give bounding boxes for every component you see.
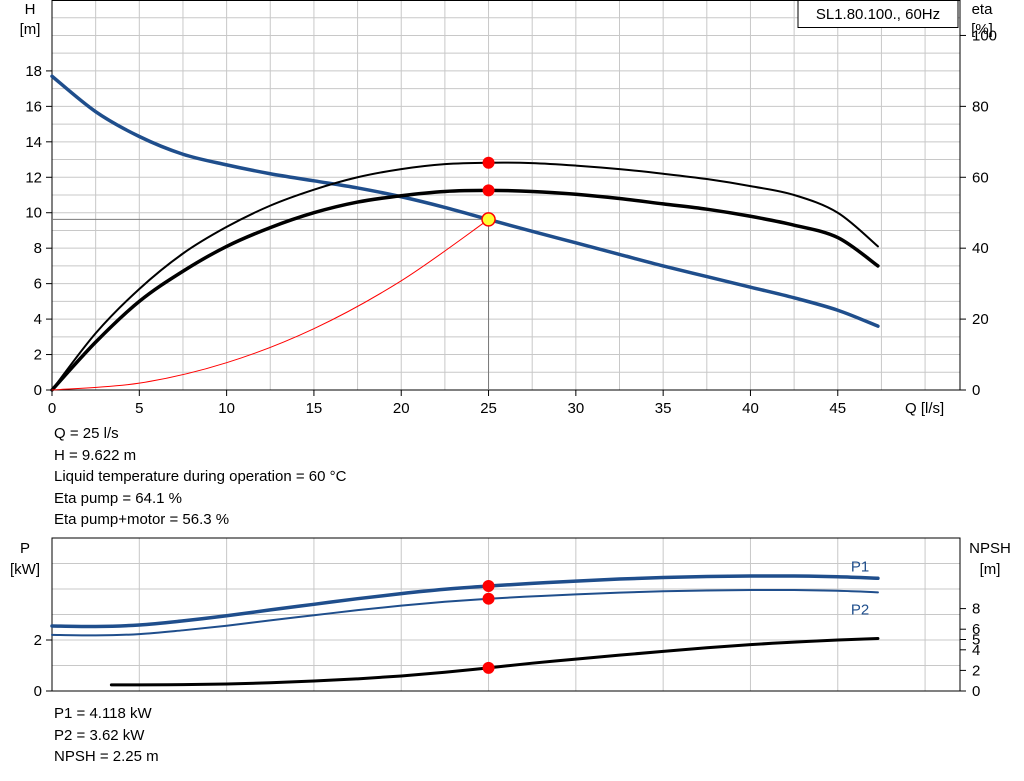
y-tick-label: 12 [25,169,42,186]
p2-curve [51,588,879,637]
y2-tick-label: 60 [972,169,989,186]
y-tick-label: 4 [34,311,42,328]
x-tick-label: 15 [306,400,323,417]
head-efficiency-chart: 0 5 10 15 20 25 30 35 40 45 0 2 4 6 8 10 12 14 16 18 0 20 40 60… [20,0,997,417]
eta-pump-motor-curve [50,188,880,392]
y2-tick-label: 20 [972,311,989,328]
y2-tick-label: 0 [972,382,980,399]
y2-tick-label: 4 [972,642,980,659]
series-label-p1: P1 [851,558,869,575]
y-tick-label: 0 [34,683,42,700]
eta-pump-curve [51,161,879,391]
chart-title-box [797,0,959,28]
system-curve [51,218,490,391]
y2-tick-label: 6 [972,621,980,638]
duty-point-marker [481,212,496,227]
p1-curve [50,574,880,629]
y-tick-label: 16 [25,98,42,115]
x-axis-label: Q [l/s] [905,400,944,417]
npsh-point-marker [482,661,495,674]
y2-tick-label: 8 [972,601,980,618]
y-axis-unit: [kW] [10,561,40,578]
operating-point-info: Q = 25 l/s H = 9.622 m Liquid temperatur… [54,423,346,531]
info-p2: P2 = 3.62 kW [54,726,145,744]
plot-frame [51,537,961,692]
head-curve [50,74,880,328]
y2-tick-label: 80 [972,98,989,115]
y-tick-label: 0 [34,382,42,399]
info-head: H = 9.622 m [54,446,137,464]
y-tick-label: 18 [25,63,42,80]
y-tick-label: 2 [34,347,42,364]
power-npsh-chart: 0 2 0 2 456 8 P [kW] NPSH [m] P1 P2 [10,537,1011,700]
y2-axis-unit: [%] [971,21,993,38]
y2-axis-unit: [m] [980,561,1001,578]
y2-tick-label: 40 [972,240,989,257]
plot-frame [51,0,961,391]
info-flow: Q = 25 l/s [54,425,119,442]
y-axis-label: H [25,1,36,18]
info-liquid-temperature: Liquid temperature during operation = 60… [54,468,347,485]
y2-tick-label: 0 [972,683,980,700]
info-eta-pump-motor: Eta pump+motor = 56.3 % [54,511,230,528]
y2-tick-label: 100 [972,27,997,44]
info-eta-pump: Eta pump = 64.1 % [54,489,182,507]
y2-tick-label: 2 [972,662,980,679]
x-tick-label: 20 [393,400,410,417]
x-tick-label: 0 [48,400,56,417]
y-axis-label: P [20,540,30,557]
info-npsh: NPSH = 2.25 m [54,748,159,765]
p2-point-marker [482,592,495,605]
info-p1: P1 = 4.118 kW [54,705,152,722]
y-axis-unit: [m] [20,21,41,38]
series-label-p2: P2 [851,601,869,618]
y-tick-label: 10 [25,205,42,222]
x-tick-label: 5 [135,400,143,417]
y-tick-label: 2 [34,632,42,649]
y-tick-label: 6 [34,276,42,293]
y-tick-label: 14 [25,134,42,151]
chart-title: SL1.80.100., 60Hz [816,6,940,23]
y2-tick-label: 5 [972,632,980,649]
power-info: P1 = 4.118 kW P2 = 3.62 kW NPSH = 2.25 m [54,703,159,768]
x-tick-label: 10 [218,400,235,417]
eta-pump-point-marker [482,156,495,169]
y2-axis-label: eta [972,1,994,18]
x-tick-label: 45 [829,400,846,417]
p1-point-marker [482,579,495,592]
x-tick-label: 40 [742,400,759,417]
eta-pump-motor-point-marker [482,184,495,197]
y2-axis-label: NPSH [969,540,1011,557]
x-tick-label: 35 [655,400,672,417]
x-tick-label: 25 [480,400,497,417]
y-tick-label: 8 [34,240,42,257]
x-tick-label: 30 [568,400,585,417]
